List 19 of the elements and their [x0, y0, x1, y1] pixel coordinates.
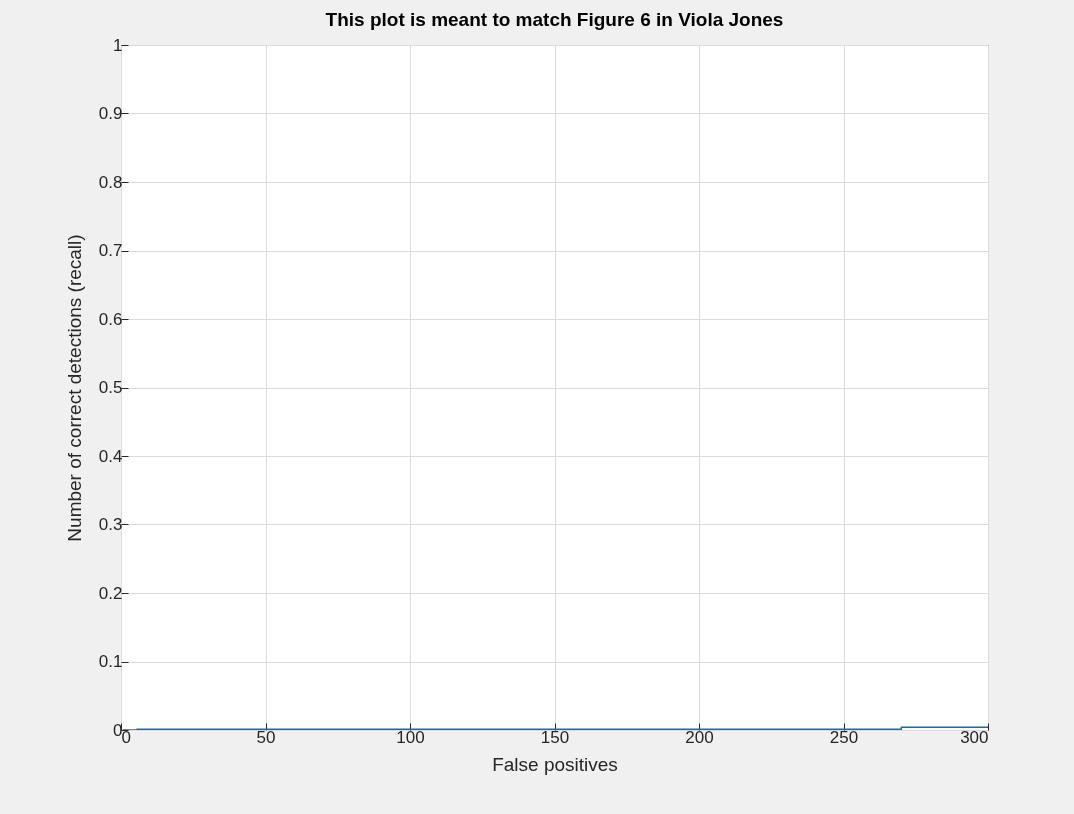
y-tick-label: 0.1	[98, 652, 123, 671]
x-tick-label: 250	[829, 727, 859, 747]
y-tick-label: 0.8	[98, 172, 123, 192]
x-tick-label: 200	[685, 727, 714, 747]
chart-title: This plot is meant to match Figure 6 in Viola Jones	[325, 9, 784, 30]
x-axis-title: False positives	[492, 753, 618, 775]
x-tick-label: 100	[396, 727, 425, 747]
x-tick-label: 50	[256, 727, 276, 747]
y-axis-title: Number of correct detections (recall)	[63, 234, 85, 542]
y-tick-label: 0.4	[98, 446, 123, 466]
x-tick-label: 300	[960, 727, 989, 747]
y-tick-label: 1	[113, 35, 123, 55]
x-tick-label: 150	[540, 727, 570, 747]
y-tick-label: 0.3	[98, 515, 123, 534]
y-tick-label: 0.2	[98, 583, 123, 603]
y-tick-label: 0.9	[98, 104, 123, 123]
y-tick-label: 0.7	[98, 241, 123, 260]
y-tick-label: 0.6	[98, 309, 123, 329]
y-tick-label: 0.5	[98, 378, 123, 397]
